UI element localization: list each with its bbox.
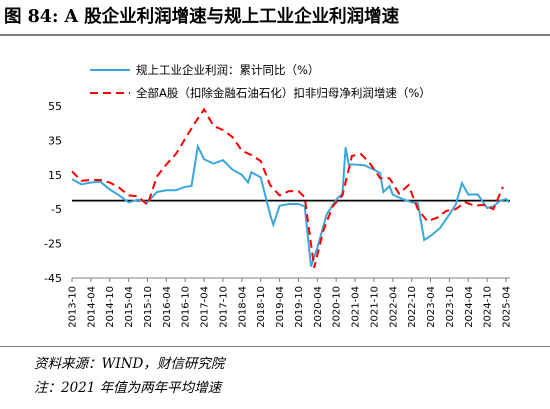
- y-tick-label: -25: [44, 238, 62, 251]
- x-tick-label: 2024-04: [464, 286, 475, 328]
- y-tick-label: 55: [48, 100, 62, 113]
- y-tick-label: 15: [48, 169, 62, 182]
- title-divider: [0, 34, 550, 36]
- legend-label-a-share-profit: 全部A股（扣除金融石油石化）扣非归母净利润增速（%）: [136, 86, 431, 100]
- x-tick-label: 2017-04: [200, 286, 211, 328]
- x-tick-label: 2015-10: [143, 286, 154, 328]
- x-tick-label: 2016-10: [181, 286, 192, 328]
- x-tick-label: 2014-10: [105, 286, 116, 328]
- x-tick-label: 2020-04: [313, 286, 324, 328]
- y-axis-labels: -45 -25 -5 15 35 55: [44, 100, 62, 285]
- y-tick-label: -45: [44, 272, 62, 285]
- legend-label-industrial-profit: 规上工业企业利润：累计同比（%）: [136, 63, 319, 77]
- x-tick-label: 2015-04: [124, 286, 135, 328]
- y-tick-label: -5: [51, 203, 62, 216]
- x-tick-label: 2018-04: [237, 286, 248, 328]
- x-tick-label: 2018-10: [256, 286, 267, 328]
- x-tick-label: 2019-10: [294, 286, 305, 328]
- y-tick-label: 35: [48, 134, 62, 147]
- chart-title: 图 84: A 股企业利润增速与规上工业企业利润增速: [4, 7, 400, 27]
- x-tick-label: 2020-10: [332, 286, 343, 328]
- x-axis-labels: 2013-10 2014-04 2014-10 2015-04 2015-10 2016-…: [68, 286, 513, 328]
- x-tick-label: 2021-04: [351, 286, 362, 328]
- x-tick-label: 2022-10: [407, 286, 418, 328]
- x-tick-label: 2013-10: [68, 286, 79, 328]
- legend: 规上工业企业利润：累计同比（%） 全部A股（扣除金融石油石化）扣非归母净利润增速…: [90, 63, 431, 100]
- source-note: 资料来源：WIND，财信研究院: [34, 356, 225, 372]
- x-tick-label: 2024-10: [483, 286, 494, 328]
- chart-area: -45 -25 -5 15 35 55 2013-10 2014-04 2014-10 2015…: [44, 63, 513, 328]
- x-tick-label: 2017-10: [218, 286, 229, 328]
- footer-divider: [0, 346, 550, 347]
- x-tick-label: 2025-04: [502, 286, 513, 328]
- x-tick-label: 2022-04: [388, 286, 399, 328]
- x-axis-ticks: [71, 278, 507, 282]
- x-tick-label: 2021-10: [369, 286, 380, 328]
- x-tick-label: 2019-04: [275, 286, 286, 328]
- x-tick-label: 2023-04: [426, 286, 437, 328]
- x-tick-label: 2023-10: [445, 286, 456, 328]
- series-line-a-share-profit: [71, 107, 504, 268]
- series-line-industrial-profit: [71, 143, 510, 267]
- footnote: 注：2021 年值为两年平均增速: [34, 380, 222, 396]
- x-tick-label: 2014-04: [86, 286, 97, 328]
- x-tick-label: 2016-04: [162, 286, 173, 328]
